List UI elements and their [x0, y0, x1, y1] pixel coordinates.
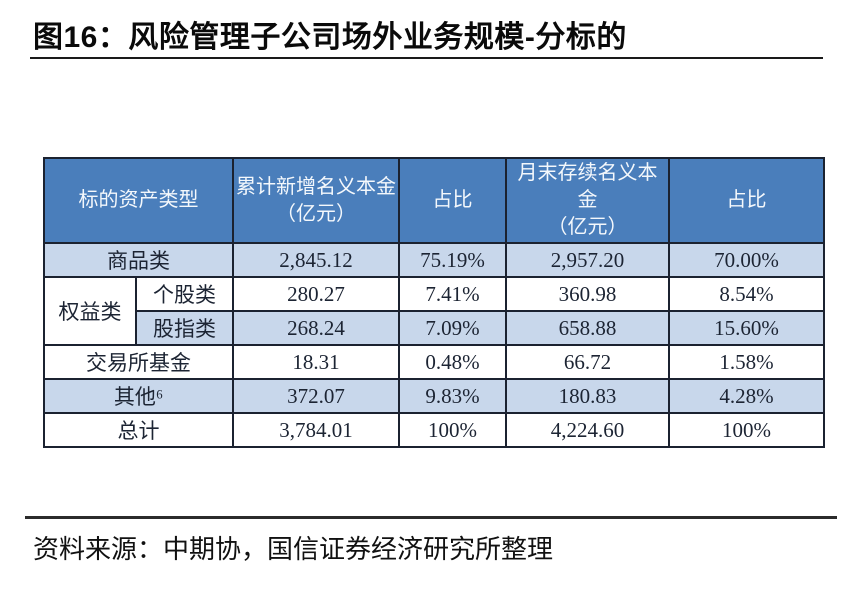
- outstanding-notional-cell: 180.83: [505, 378, 670, 414]
- new-share-cell: 0.48%: [398, 344, 507, 380]
- table-row-commodity: 商品类 2,845.12 75.19% 2,957.20 70.00%: [43, 242, 825, 278]
- new-share-cell: 7.41%: [398, 276, 507, 312]
- new-notional-cell: 372.07: [232, 378, 400, 414]
- outstanding-notional-cell: 360.98: [505, 276, 670, 312]
- header-label: 占比: [726, 189, 767, 211]
- category-cell: 股指类: [135, 310, 234, 346]
- new-share-cell: 9.83%: [398, 378, 507, 414]
- new-share-cell: 7.09%: [398, 310, 507, 346]
- table-row-stock-index: 股指类 268.24 7.09% 658.88 15.60%: [44, 310, 825, 346]
- outstanding-notional-cell: 658.88: [505, 310, 670, 346]
- source-divider: [25, 516, 837, 519]
- outstanding-notional-cell: 66.72: [505, 344, 670, 380]
- header-label: 占比: [432, 189, 473, 211]
- outstanding-share-cell: 1.58%: [668, 344, 825, 380]
- header-outstanding-notional: 月末存续名义本金 （亿元）: [505, 157, 670, 244]
- category-cell: 其他⁶: [43, 378, 234, 414]
- new-share-cell: 100%: [398, 412, 507, 448]
- header-outstanding-share: 占比: [668, 157, 825, 244]
- header-new-notional: 累计新增名义本金 （亿元）: [232, 157, 400, 244]
- new-notional-cell: 268.24: [232, 310, 400, 346]
- category-cell: 个股类: [135, 276, 234, 312]
- header-sublabel: （亿元）: [276, 202, 356, 225]
- new-notional-cell: 3,784.01: [232, 412, 400, 448]
- source-note: 资料来源：中期协，国信证券经济研究所整理: [33, 534, 554, 564]
- table-row-single-stock: 权益类 个股类 280.27 7.41% 360.98 8.54%: [43, 276, 825, 346]
- header-new-notional-share: 占比: [398, 157, 507, 244]
- header-label: 标的资产类型: [78, 189, 199, 211]
- category-cell: 交易所基金: [43, 344, 234, 380]
- figure-title: 图16：风险管理子公司场外业务规模-分标的: [33, 21, 627, 54]
- header-label: 累计新增名义本金: [236, 175, 396, 198]
- outstanding-share-cell: 70.00%: [668, 242, 825, 278]
- outstanding-share-cell: 4.28%: [668, 378, 825, 414]
- category-cell: 总计: [43, 412, 234, 448]
- header-row: 标的资产类型 累计新增名义本金 （亿元） 占比 月末存续名义本金 （亿元） 占比: [43, 157, 825, 244]
- outstanding-share-cell: 100%: [668, 412, 825, 448]
- new-notional-cell: 18.31: [232, 344, 400, 380]
- outstanding-share-cell: 8.54%: [668, 276, 825, 312]
- outstanding-share-cell: 15.60%: [668, 310, 825, 346]
- new-notional-cell: 2,845.12: [232, 242, 400, 278]
- data-table: 标的资产类型 累计新增名义本金 （亿元） 占比 月末存续名义本金 （亿元） 占比: [43, 157, 825, 448]
- header-label: 月末存续名义本金: [517, 162, 658, 211]
- outstanding-notional-cell: 2,957.20: [505, 242, 670, 278]
- category-cell: 商品类: [43, 242, 234, 278]
- header-sublabel: （亿元）: [547, 216, 628, 238]
- table-row-total: 总计 3,784.01 100% 4,224.60 100%: [43, 412, 825, 448]
- header-underlying-asset-type: 标的资产类型: [43, 157, 234, 244]
- outstanding-notional-cell: 4,224.60: [505, 412, 670, 448]
- table-row-exchange-fund: 交易所基金 18.31 0.48% 66.72 1.58%: [43, 344, 825, 380]
- new-share-cell: 75.19%: [398, 242, 507, 278]
- new-notional-cell: 280.27: [232, 276, 400, 312]
- group-cell-equity: 权益类: [43, 276, 137, 346]
- title-underline: [30, 57, 823, 59]
- table-row-other: 其他⁶ 372.07 9.83% 180.83 4.28%: [43, 378, 825, 414]
